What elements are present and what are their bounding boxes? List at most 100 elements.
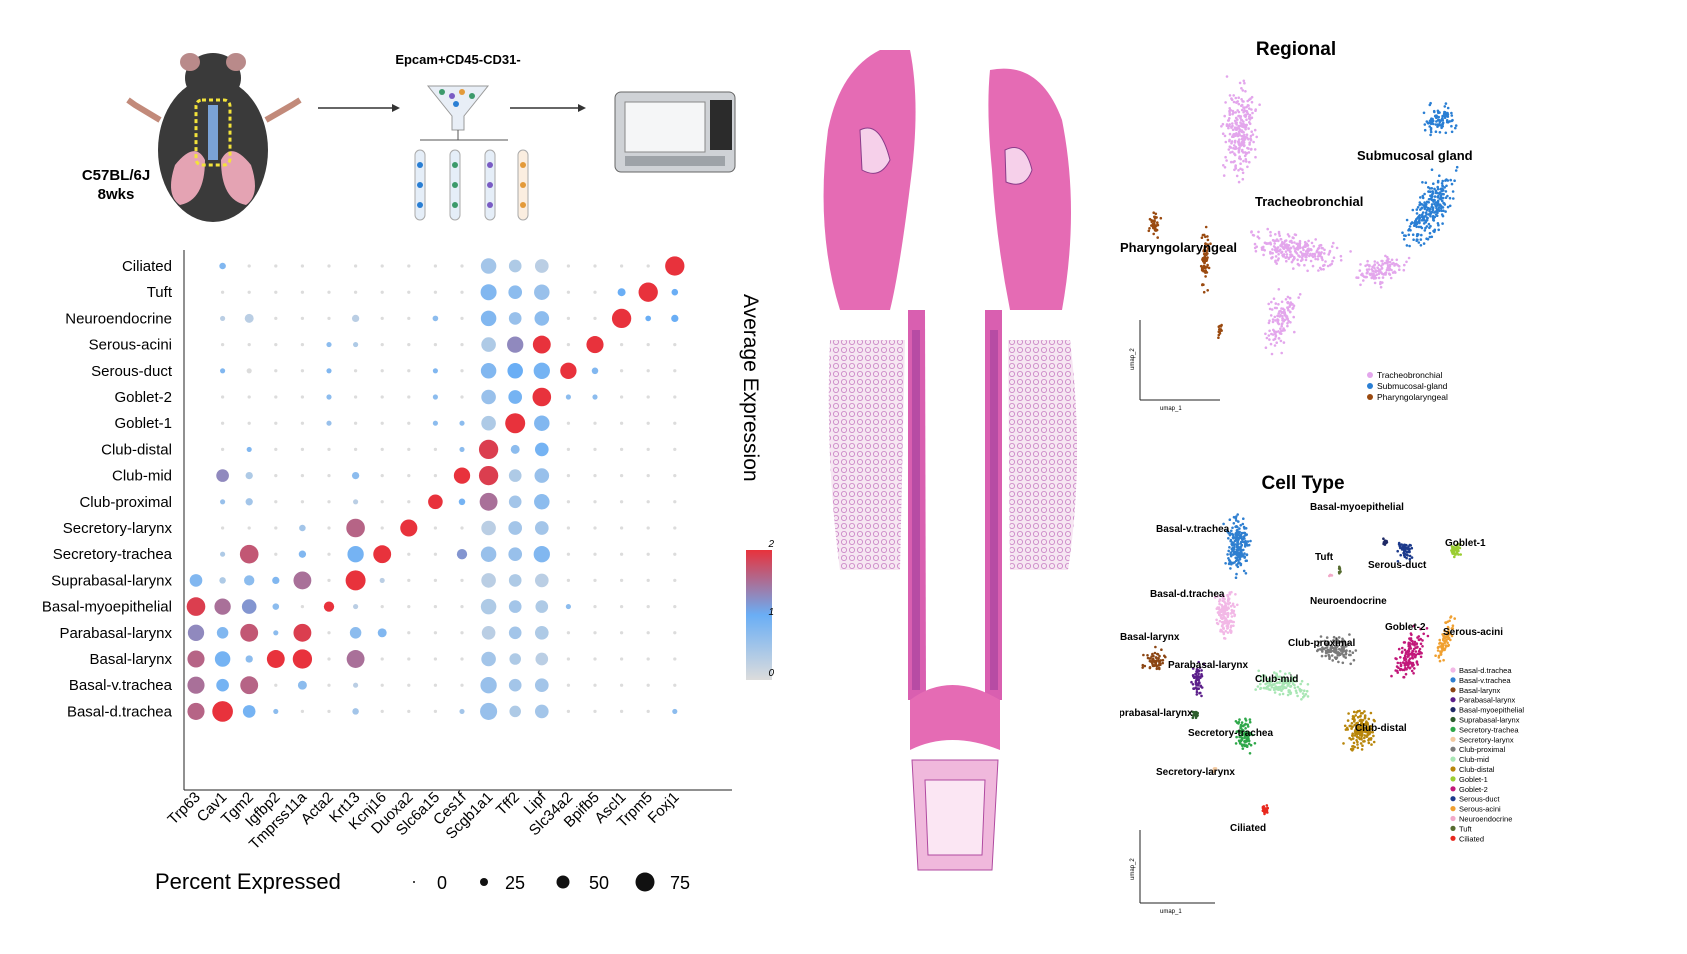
umap-celltype-title: Cell Type (1261, 473, 1344, 494)
dot-goblet-1-igfbp2 (274, 421, 278, 425)
row-labels: Ciliated Tuft Neuroendocrine Serous-acini Se… (42, 258, 173, 720)
dot-goblet-2-ascl1 (619, 395, 624, 399)
umap-celltype-xlabel: umap_1 (1160, 909, 1182, 915)
dot-club-mid-tgm2 (245, 471, 253, 480)
dot-goblet-2-slc6a15 (432, 394, 438, 400)
row-label-basal-larynx: Basal-larynx (89, 651, 172, 668)
regional-cloud-pharyngolaryngeal-1 (1147, 211, 1163, 239)
dot-club-distal-lipf (534, 442, 549, 457)
dot-club-proximal-kcnj16 (380, 500, 384, 504)
dot-goblet-1-trpm5 (646, 421, 650, 425)
dot-goblet-2-krt13 (353, 395, 358, 399)
dot-secretory-trachea-krt13 (347, 546, 364, 563)
dot-ciliated-trpm5 (646, 264, 650, 268)
trachea-tissue (908, 310, 1002, 871)
dot-parabasal-larynx-lipf (534, 625, 549, 640)
celltype-legend-swatch-club-proximal (1450, 746, 1456, 752)
regional-cloud-pharyngolaryngeal-2 (1199, 225, 1212, 294)
regional-cloud-submucosal-2 (1422, 101, 1458, 137)
dot-parabasal-larynx-igfbp2 (273, 630, 279, 636)
dot-ciliated-bpifb5 (593, 264, 597, 268)
dot-goblet-2-lipf (532, 387, 552, 407)
celltype-cluster-label-basal-myoepithelial: Basal-myoepithelial (1310, 502, 1404, 513)
size-legend-dot-0 (413, 881, 415, 883)
dot-basal-d-trachea-trp63 (187, 702, 205, 720)
celltype-legend-label-club-mid: Club-mid (1459, 755, 1489, 764)
celltype-cloud-basal-d-trachea (1213, 590, 1239, 640)
dot-goblet-1-duoxa2 (407, 421, 411, 425)
dot-basal-v-trachea-foxj1 (673, 683, 677, 687)
row-label-basal-myoepithelial: Basal-myoepithelial (42, 599, 172, 616)
column-label-tff2: Tff2 (493, 789, 523, 819)
dot-basal-myoepithelial-tmprss11a (300, 604, 305, 609)
dot-club-proximal-trpm5 (646, 500, 650, 504)
row-label-club-proximal: Club-proximal (79, 494, 172, 511)
dot-basal-myoepithelial-kcnj16 (380, 604, 384, 609)
dot-tuft-tff2 (508, 285, 523, 300)
dot-basal-myoepithelial-acta2 (323, 601, 335, 612)
dot-goblet-2-trpm5 (646, 395, 650, 399)
dot-basal-v-trachea-duoxa2 (407, 683, 411, 687)
dot-club-distal-krt13 (353, 447, 358, 452)
regional-legend-label-pharyngolaryngeal: Pharyngolaryngeal (1377, 392, 1448, 402)
umap-celltype-legend: Basal-d.tracheaBasal-v.tracheaBasal-lary… (1450, 666, 1524, 843)
celltype-cloud-club-proximal (1316, 633, 1358, 666)
dot-basal-d-trachea-slc34a2 (566, 709, 571, 714)
row-label-goblet-2: Goblet-2 (114, 389, 172, 406)
dot-serous-acini-lipf (532, 335, 551, 354)
dot-basal-myoepithelial-slc6a15 (433, 604, 438, 609)
dot-serous-duct-kcnj16 (380, 369, 384, 373)
celltype-cloud-basal-v-trachea (1222, 513, 1252, 579)
dot-basal-larynx-krt13 (346, 650, 365, 668)
celltype-cloud-serous-duct (1396, 541, 1414, 563)
dot-marks (186, 256, 685, 722)
tubes-icon (414, 149, 529, 221)
celltype-cluster-label-secretory-trachea: Secretory-trachea (1188, 728, 1273, 739)
dot-tuft-slc34a2 (566, 290, 571, 294)
column-label-foxj1: Foxj1 (645, 789, 683, 827)
celltype-cloud-secretory-larynx (1212, 767, 1218, 774)
dot-suprabasal-larynx-cav1 (219, 577, 226, 584)
dot-secretory-larynx-ascl1 (619, 526, 624, 530)
celltype-cloud-suprabasal-larynx (1191, 710, 1199, 720)
celltype-legend-swatch-serous-acini (1450, 806, 1456, 812)
dot-ciliated-tmprss11a (300, 264, 305, 268)
dot-club-distal-ces1f (459, 446, 465, 452)
dot-basal-d-trachea-cav1 (212, 701, 233, 722)
umap-regional-svg: Regional Submucosal gland Tracheobronchi… (1120, 39, 1473, 412)
size-legend-dot-75 (635, 872, 655, 892)
celltype-cluster-label-basal-v-trachea: Basal-v.trachea (1156, 524, 1230, 535)
dot-suprabasal-larynx-slc6a15 (433, 578, 438, 583)
dot-goblet-2-bpifb5 (592, 394, 598, 400)
umap-celltype-svg: Cell Type Basal-v.trachea Basal-myoepithe… (1106, 473, 1524, 915)
dot-secretory-larynx-ces1f (460, 526, 464, 530)
dot-club-distal-ascl1 (619, 447, 624, 452)
celltype-legend-label-ciliated: Ciliated (1459, 834, 1484, 843)
dot-neuroendocrine-bpifb5 (593, 316, 597, 321)
dot-secretory-trachea-tgm2 (239, 544, 259, 564)
dot-basal-larynx-cav1 (214, 651, 231, 667)
dot-basal-v-trachea-tff2 (508, 678, 522, 692)
dot-serous-duct-slc34a2 (560, 362, 577, 379)
celltype-cluster-label-goblet-1: Goblet-1 (1445, 538, 1486, 549)
dot-basal-myoepithelial-foxj1 (673, 604, 677, 609)
dot-neuroendocrine-krt13 (351, 314, 360, 323)
dot-basal-v-trachea-slc6a15 (433, 683, 438, 687)
dot-secretory-trachea-tff2 (508, 547, 523, 562)
dot-tuft-kcnj16 (380, 290, 384, 294)
dot-goblet-1-slc6a15 (432, 420, 438, 426)
dot-basal-larynx-igfbp2 (266, 650, 285, 668)
dot-ciliated-slc6a15 (433, 264, 438, 268)
dot-basal-larynx-trpm5 (646, 657, 650, 661)
size-legend-dot-50 (556, 875, 570, 889)
dot-goblet-1-krt13 (353, 421, 358, 425)
celltype-legend-label-club-proximal: Club-proximal (1459, 745, 1506, 754)
dot-basal-v-trachea-krt13 (353, 682, 359, 688)
row-label-secretory-trachea: Secretory-trachea (53, 546, 173, 563)
umap-regional-legend: TracheobronchialSubmucosal-glandPharyngo… (1367, 370, 1448, 402)
dot-secretory-larynx-acta2 (327, 526, 331, 530)
dot-secretory-larynx-trpm5 (646, 526, 650, 530)
dot-goblet-2-tmprss11a (300, 395, 305, 399)
regional-legend-label-tracheobronchial: Tracheobronchial (1377, 370, 1442, 380)
dot-basal-myoepithelial-trp63 (186, 597, 206, 616)
